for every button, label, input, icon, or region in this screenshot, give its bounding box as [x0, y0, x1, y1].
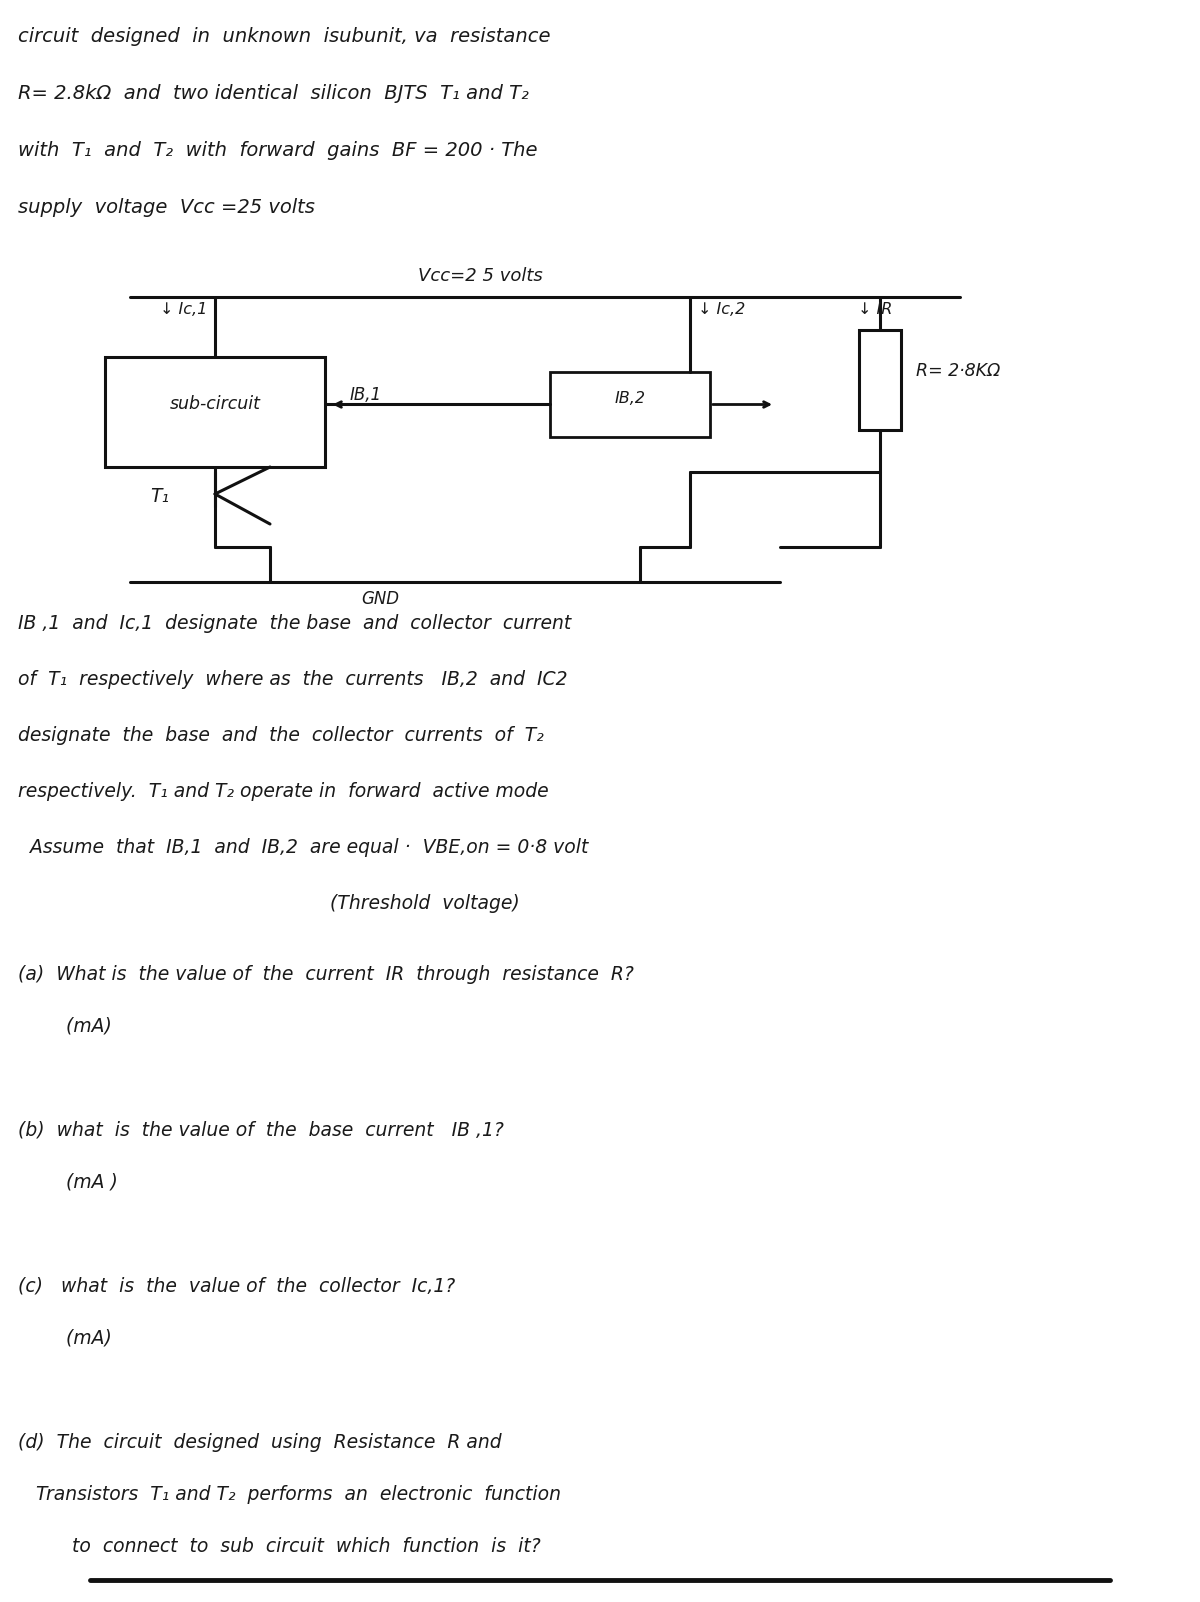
- Text: ↓ Ic,1: ↓ Ic,1: [160, 303, 208, 317]
- Text: Vcc=2 5 volts: Vcc=2 5 volts: [418, 268, 542, 285]
- Text: circuit  designed  in  unknown  isubunit, va  resistance: circuit designed in unknown isubunit, va…: [18, 27, 551, 46]
- Bar: [550, 372, 710, 437]
- Bar: [106, 357, 325, 468]
- Text: GND: GND: [361, 590, 398, 609]
- Text: (d)  The  circuit  designed  using  Resistance  R and: (d) The circuit designed using Resistanc…: [18, 1434, 502, 1451]
- Text: ↓ IR: ↓ IR: [858, 303, 893, 317]
- Text: IB,2: IB,2: [614, 391, 646, 405]
- Text: ↓ Ic,2: ↓ Ic,2: [698, 303, 745, 317]
- Text: Assume  that  IB,1  and  IB,2  are equal ·  VBE,on = 0·8 volt: Assume that IB,1 and IB,2 are equal · VB…: [18, 838, 588, 857]
- Text: (mA): (mA): [18, 1017, 112, 1036]
- Text: (c)   what  is  the  value of  the  collector  Ic,1?: (c) what is the value of the collector I…: [18, 1277, 455, 1296]
- Text: IB,1: IB,1: [350, 386, 382, 404]
- Text: R= 2·8KΩ: R= 2·8KΩ: [916, 362, 1001, 380]
- Text: supply  voltage  Vcc =25 volts: supply voltage Vcc =25 volts: [18, 199, 314, 216]
- Text: with  T₁  and  T₂  with  forward  gains  BF = 200 · The: with T₁ and T₂ with forward gains BF = 2…: [18, 141, 538, 160]
- Text: sub-circuit: sub-circuit: [169, 396, 260, 413]
- Text: to  connect  to  sub  circuit  which  function  is  it?: to connect to sub circuit which function…: [18, 1536, 541, 1556]
- Text: IB ,1  and  Ic,1  designate  the base  and  collector  current: IB ,1 and Ic,1 designate the base and co…: [18, 614, 571, 633]
- Text: R= 2.8kΩ  and  two identical  silicon  BJTS  T₁ and T₂: R= 2.8kΩ and two identical silicon BJTS …: [18, 83, 529, 103]
- Text: T₁: T₁: [150, 487, 169, 506]
- Text: designate  the  base  and  the  collector  currents  of  T₂: designate the base and the collector cur…: [18, 726, 544, 745]
- Text: of  T₁  respectively  where as  the  currents   IB,2  and  IC2: of T₁ respectively where as the currents…: [18, 670, 568, 689]
- Text: (a)  What is  the value of  the  current  IR  through  resistance  R?: (a) What is the value of the current IR …: [18, 964, 634, 984]
- Text: (mA): (mA): [18, 1330, 112, 1347]
- Text: respectively.  T₁ and T₂ operate in  forward  active mode: respectively. T₁ and T₂ operate in forwa…: [18, 782, 548, 801]
- Bar: [859, 330, 901, 429]
- Text: (b)  what  is  the value of  the  base  current   IB ,1?: (b) what is the value of the base curren…: [18, 1121, 504, 1141]
- Text: Transistors  T₁ and T₂  performs  an  electronic  function: Transistors T₁ and T₂ performs an electr…: [18, 1485, 562, 1504]
- Text: (mA ): (mA ): [18, 1173, 118, 1192]
- Text: (Threshold  voltage): (Threshold voltage): [18, 894, 520, 913]
